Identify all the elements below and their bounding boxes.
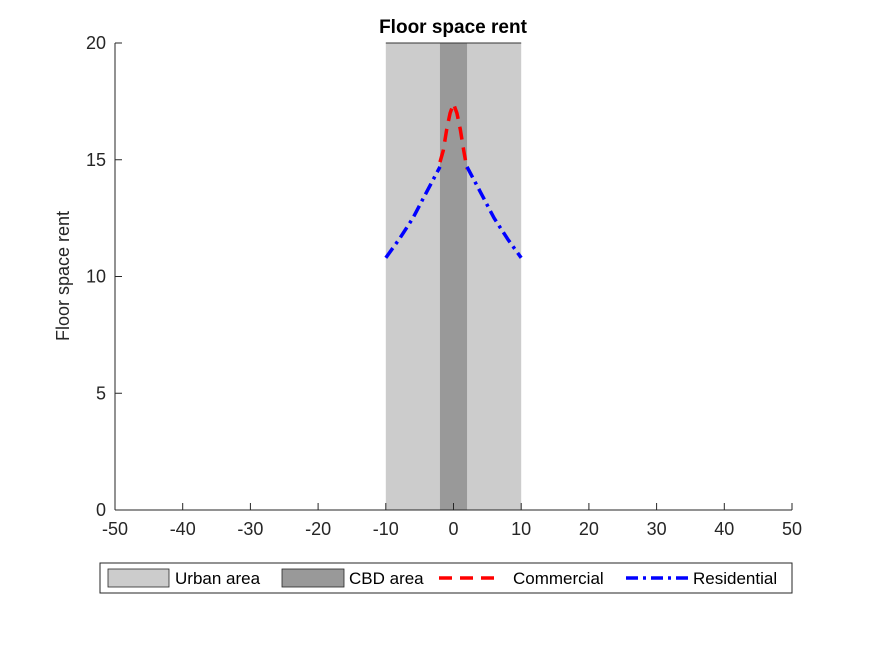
legend-label-commercial: Commercial bbox=[513, 569, 604, 588]
legend-label-urban: Urban area bbox=[175, 569, 261, 588]
series-line-residential-2 bbox=[465, 165, 523, 259]
x-tick-label: -20 bbox=[305, 519, 331, 539]
region-cbd bbox=[439, 43, 468, 510]
x-tick-label: -10 bbox=[373, 519, 399, 539]
chart-title: Floor space rent bbox=[379, 17, 527, 38]
legend-swatch-cbd bbox=[281, 568, 345, 588]
series-layer bbox=[384, 101, 523, 259]
y-axis-label: Floor space rent bbox=[53, 211, 73, 341]
regions-layer bbox=[385, 42, 522, 510]
x-tick-label: -40 bbox=[170, 519, 196, 539]
legend-label-residential: Residential bbox=[693, 569, 777, 588]
x-tick-label: 30 bbox=[647, 519, 667, 539]
y-tick-label: 5 bbox=[96, 383, 106, 403]
x-tick-label: -30 bbox=[237, 519, 263, 539]
x-tick-label: 20 bbox=[579, 519, 599, 539]
x-tick-label: 40 bbox=[714, 519, 734, 539]
axes-layer: -50 -40 -30 -20 -10 0 10 20 30 40 50 0 5 10 15 20 bbox=[86, 33, 802, 539]
y-tick-label: 10 bbox=[86, 267, 106, 287]
legend: Urban area CBD area Commercial Residenti… bbox=[99, 562, 793, 594]
x-tick-label: -50 bbox=[102, 519, 128, 539]
y-tick-label: 0 bbox=[96, 500, 106, 520]
legend-swatch-urban bbox=[107, 568, 170, 588]
y-tick-label: 20 bbox=[86, 33, 106, 53]
x-tick-label: 50 bbox=[782, 519, 802, 539]
x-tick-label: 10 bbox=[511, 519, 531, 539]
series-line-residential-1 bbox=[384, 165, 442, 259]
y-tick-label: 15 bbox=[86, 150, 106, 170]
x-tick-label: 0 bbox=[448, 519, 458, 539]
legend-label-cbd: CBD area bbox=[349, 569, 424, 588]
